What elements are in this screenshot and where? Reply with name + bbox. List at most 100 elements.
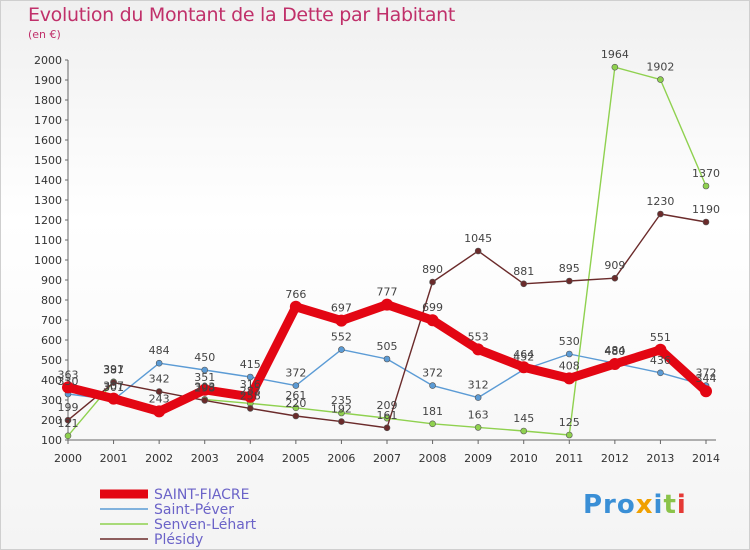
data-point [64, 416, 72, 424]
data-label: 163 [468, 408, 489, 421]
data-label: 436 [650, 354, 671, 367]
data-label: 372 [422, 367, 443, 380]
data-label: 415 [240, 358, 261, 371]
data-label: 480 [604, 345, 625, 358]
data-label: 551 [650, 331, 671, 344]
data-label: 697 [331, 302, 352, 315]
x-tick-label: 2010 [510, 452, 538, 465]
data-point [654, 343, 667, 356]
data-point [246, 373, 254, 381]
x-tick-label: 2008 [419, 452, 447, 465]
y-tick-label: 1300 [34, 194, 62, 207]
data-label: 209 [377, 399, 398, 412]
data-point [657, 369, 664, 377]
data-label: 881 [513, 265, 534, 278]
data-label: 890 [422, 263, 443, 276]
data-point [474, 247, 482, 255]
data-label: 909 [604, 259, 625, 272]
series-line-2 [67, 381, 115, 437]
data-label: 552 [331, 331, 352, 344]
data-label: 1045 [464, 232, 492, 245]
data-point [335, 314, 348, 327]
data-point [292, 382, 300, 389]
data-point [474, 424, 482, 431]
data-label: 125 [559, 416, 580, 429]
data-label: 1370 [692, 167, 720, 180]
x-tick-label: 2001 [100, 452, 128, 465]
data-point [381, 298, 393, 311]
data-label: 484 [149, 344, 170, 357]
data-label: 391 [103, 363, 124, 376]
data-label: 145 [513, 412, 534, 425]
y-tick-label: 2000 [34, 54, 62, 67]
data-point [155, 359, 163, 367]
data-point [338, 409, 345, 417]
data-label: 452 [513, 351, 534, 364]
legend-label: Senven-Léhart [154, 517, 257, 533]
legend-label: Saint-Péver [154, 502, 234, 518]
data-point [611, 274, 619, 282]
data-label: 298 [194, 381, 215, 394]
data-label: 243 [149, 392, 170, 405]
data-label: 351 [194, 371, 215, 384]
x-tick-label: 2002 [145, 452, 173, 465]
data-label: 1190 [692, 203, 720, 216]
legend-label: SAINT-FIACRE [154, 487, 250, 503]
data-point [426, 314, 439, 327]
data-point [563, 372, 576, 385]
data-point [383, 424, 391, 432]
data-label: 699 [422, 301, 443, 314]
y-tick-label: 1900 [34, 74, 62, 87]
data-label: 316 [240, 378, 261, 391]
data-label: 199 [58, 401, 79, 414]
data-label: 484 [604, 344, 625, 357]
data-label: 553 [468, 330, 489, 343]
data-label: 1902 [646, 61, 674, 74]
data-label: 283 [240, 384, 261, 397]
x-tick-label: 2014 [692, 452, 720, 465]
data-label: 450 [194, 351, 215, 364]
data-label: 258 [240, 389, 261, 402]
y-tick-label: 900 [41, 274, 62, 287]
data-label: 220 [285, 397, 306, 410]
data-label: 1230 [646, 195, 674, 208]
data-label: 895 [559, 262, 580, 275]
y-tick-label: 1600 [34, 134, 62, 147]
series-lines [62, 63, 712, 440]
y-tick-label: 700 [41, 314, 62, 327]
data-label: 464 [513, 348, 534, 361]
x-tick-label: 2005 [282, 452, 310, 465]
data-point [429, 382, 436, 389]
data-label: 312 [468, 379, 489, 392]
data-label: 261 [285, 389, 306, 402]
y-tick-label: 1000 [34, 254, 62, 267]
y-tick-label: 1800 [34, 94, 62, 107]
data-point [383, 355, 391, 363]
x-tick-label: 2003 [191, 452, 219, 465]
y-tick-label: 1700 [34, 114, 62, 127]
data-point [201, 366, 209, 374]
data-point [292, 404, 300, 412]
y-tick-label: 200 [41, 414, 62, 427]
data-label: 307 [103, 380, 124, 393]
data-point [565, 350, 573, 358]
data-point [429, 420, 436, 428]
x-tick-label: 2004 [236, 452, 264, 465]
data-label: 192 [331, 403, 352, 416]
proxiti-logo: Proxiti [583, 490, 687, 520]
data-label: 766 [285, 288, 306, 301]
data-label: 387 [103, 364, 124, 377]
data-point [246, 405, 254, 412]
data-label: 303 [194, 380, 215, 393]
data-point [110, 379, 117, 386]
data-label: 530 [559, 335, 580, 348]
data-point [702, 182, 710, 190]
legend: SAINT-FIACRESaint-PéverSenven-LéhartPlés… [100, 487, 257, 548]
data-point [702, 218, 710, 226]
data-point [565, 431, 573, 439]
data-label: 330 [58, 375, 79, 388]
data-label: 372 [285, 367, 306, 380]
legend-label: Plésidy [154, 532, 203, 548]
